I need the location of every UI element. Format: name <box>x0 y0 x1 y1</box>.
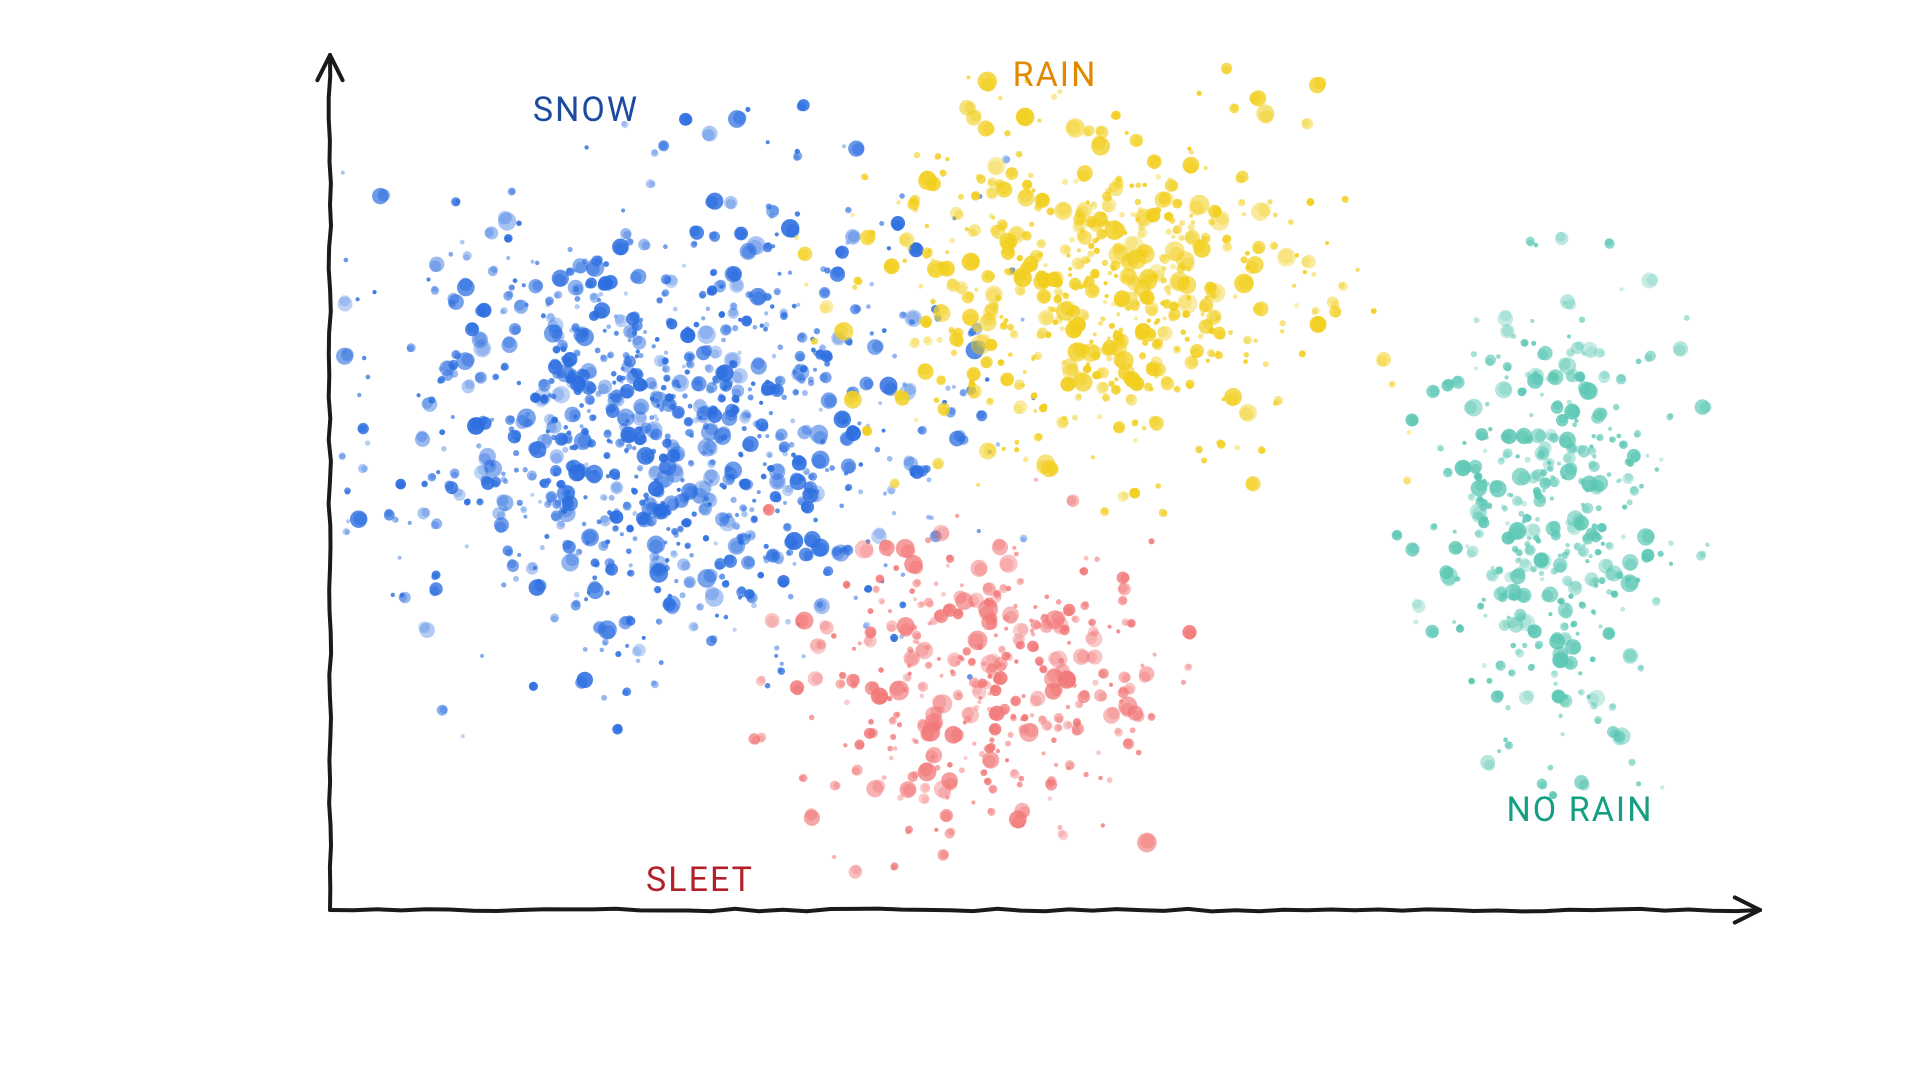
cluster-rain <box>794 63 1411 517</box>
label-rain: RAIN <box>1013 55 1098 95</box>
chart-stage: SNOW RAIN SLEET NO RAIN <box>0 0 1920 1080</box>
cluster-snow <box>336 99 1035 738</box>
y-axis <box>329 55 332 910</box>
label-sleet: SLEET <box>646 860 754 900</box>
label-no_rain: NO RAIN <box>1507 790 1654 830</box>
scatter-points <box>336 63 1711 879</box>
cluster-no_rain <box>1392 232 1712 799</box>
label-snow: SNOW <box>533 90 639 130</box>
scatter-chart <box>0 0 1920 1080</box>
x-axis <box>330 909 1760 912</box>
